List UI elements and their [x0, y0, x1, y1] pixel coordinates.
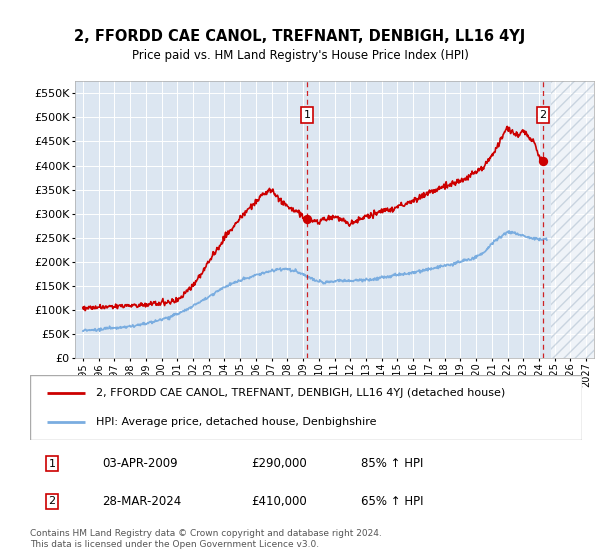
Text: Contains HM Land Registry data © Crown copyright and database right 2024.
This d: Contains HM Land Registry data © Crown c… — [30, 529, 382, 549]
Text: £290,000: £290,000 — [251, 457, 307, 470]
Text: 2, FFORDD CAE CANOL, TREFNANT, DENBIGH, LL16 4YJ: 2, FFORDD CAE CANOL, TREFNANT, DENBIGH, … — [74, 29, 526, 44]
Bar — [551, 81, 594, 358]
FancyBboxPatch shape — [30, 375, 582, 440]
Text: 2: 2 — [539, 110, 547, 120]
Text: 2, FFORDD CAE CANOL, TREFNANT, DENBIGH, LL16 4YJ (detached house): 2, FFORDD CAE CANOL, TREFNANT, DENBIGH, … — [96, 388, 505, 398]
Point — [538, 156, 548, 165]
Text: 03-APR-2009: 03-APR-2009 — [102, 457, 178, 470]
Text: 65% ↑ HPI: 65% ↑ HPI — [361, 495, 424, 508]
Text: 85% ↑ HPI: 85% ↑ HPI — [361, 457, 424, 470]
Text: 2: 2 — [49, 496, 56, 506]
Point — [302, 214, 312, 223]
Text: 1: 1 — [304, 110, 310, 120]
Text: Price paid vs. HM Land Registry's House Price Index (HPI): Price paid vs. HM Land Registry's House … — [131, 49, 469, 63]
Text: HPI: Average price, detached house, Denbighshire: HPI: Average price, detached house, Denb… — [96, 417, 377, 427]
Text: 1: 1 — [49, 459, 56, 469]
Text: £410,000: £410,000 — [251, 495, 307, 508]
Text: 28-MAR-2024: 28-MAR-2024 — [102, 495, 181, 508]
